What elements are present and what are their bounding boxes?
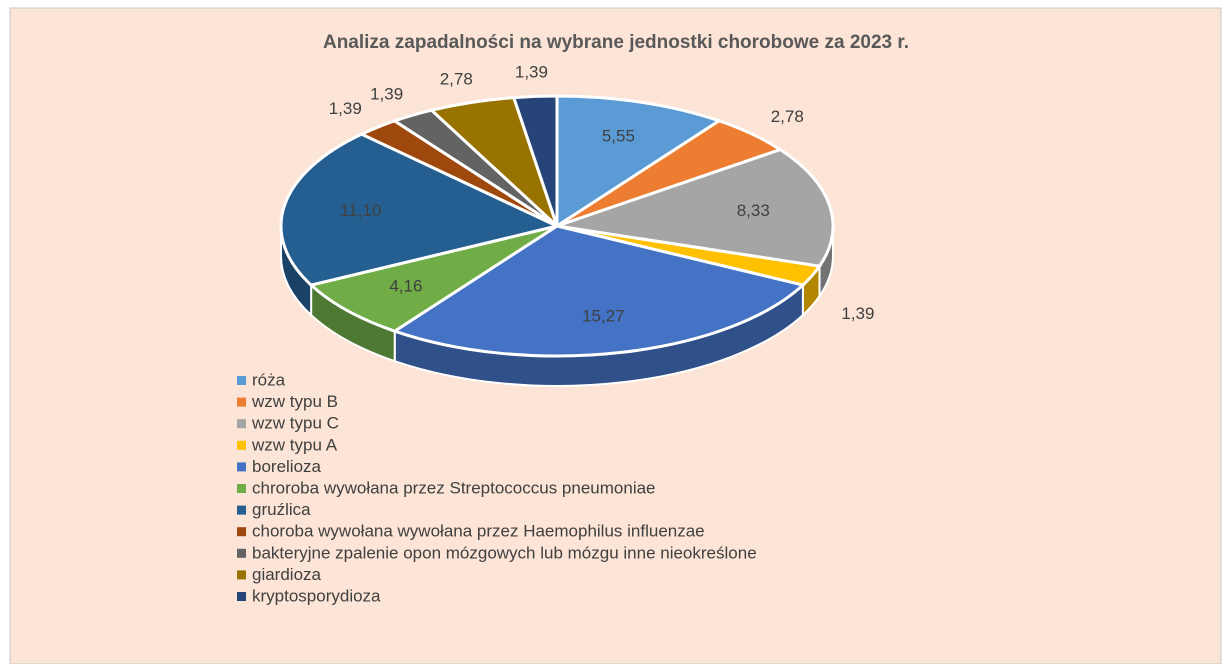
legend-label: wzw typu C [251, 414, 339, 433]
data-label: 11,10 [340, 201, 381, 220]
legend-swatch [237, 592, 246, 601]
slice [279, 132, 562, 287]
legend-label: róża [252, 370, 286, 389]
data-label: 5,55 [602, 126, 635, 145]
legend-label: borelioza [252, 457, 322, 476]
legend-swatch [237, 527, 246, 537]
slice [556, 147, 835, 268]
legend-swatch [237, 505, 246, 515]
legend-label: wzw typu A [251, 435, 338, 454]
data-label: 2,78 [771, 107, 804, 126]
data-label: 15,27 [582, 307, 625, 326]
legend-swatch [237, 462, 246, 472]
data-label: 1,39 [515, 63, 548, 82]
legend-swatch [237, 548, 246, 558]
legend-swatch [237, 484, 246, 493]
legend-label: gruźlica [252, 500, 311, 519]
legend-label: wzw typu B [251, 392, 338, 411]
slice [555, 94, 723, 229]
data-label: 1,39 [329, 99, 362, 118]
legend-swatch [237, 376, 246, 385]
legend-swatch [237, 419, 246, 429]
slice [308, 224, 558, 333]
legend-swatch [237, 570, 246, 580]
slice [511, 94, 559, 227]
data-label: 8,33 [737, 201, 770, 220]
legend-label: bakteryjne zpalenie opon mózgowych lub m… [252, 543, 757, 562]
data-label: 2,78 [440, 70, 473, 89]
legend-swatch [237, 397, 246, 407]
legend-swatch [237, 440, 246, 450]
chart-title: Analiza zapadalności na wybrane jednostk… [323, 32, 909, 53]
legend-label: chroroba wywołana przez Streptococcus pn… [252, 478, 656, 497]
data-label: 4,16 [389, 276, 422, 295]
legend-label: giardioza [252, 565, 322, 584]
legend-label: choroba wywołana wywołana przez Haemophi… [252, 522, 705, 541]
data-label: 1,39 [370, 85, 403, 104]
slice [391, 224, 806, 358]
data-label: 1,39 [841, 304, 874, 323]
legend-label: kryptosporydioza [252, 586, 381, 605]
